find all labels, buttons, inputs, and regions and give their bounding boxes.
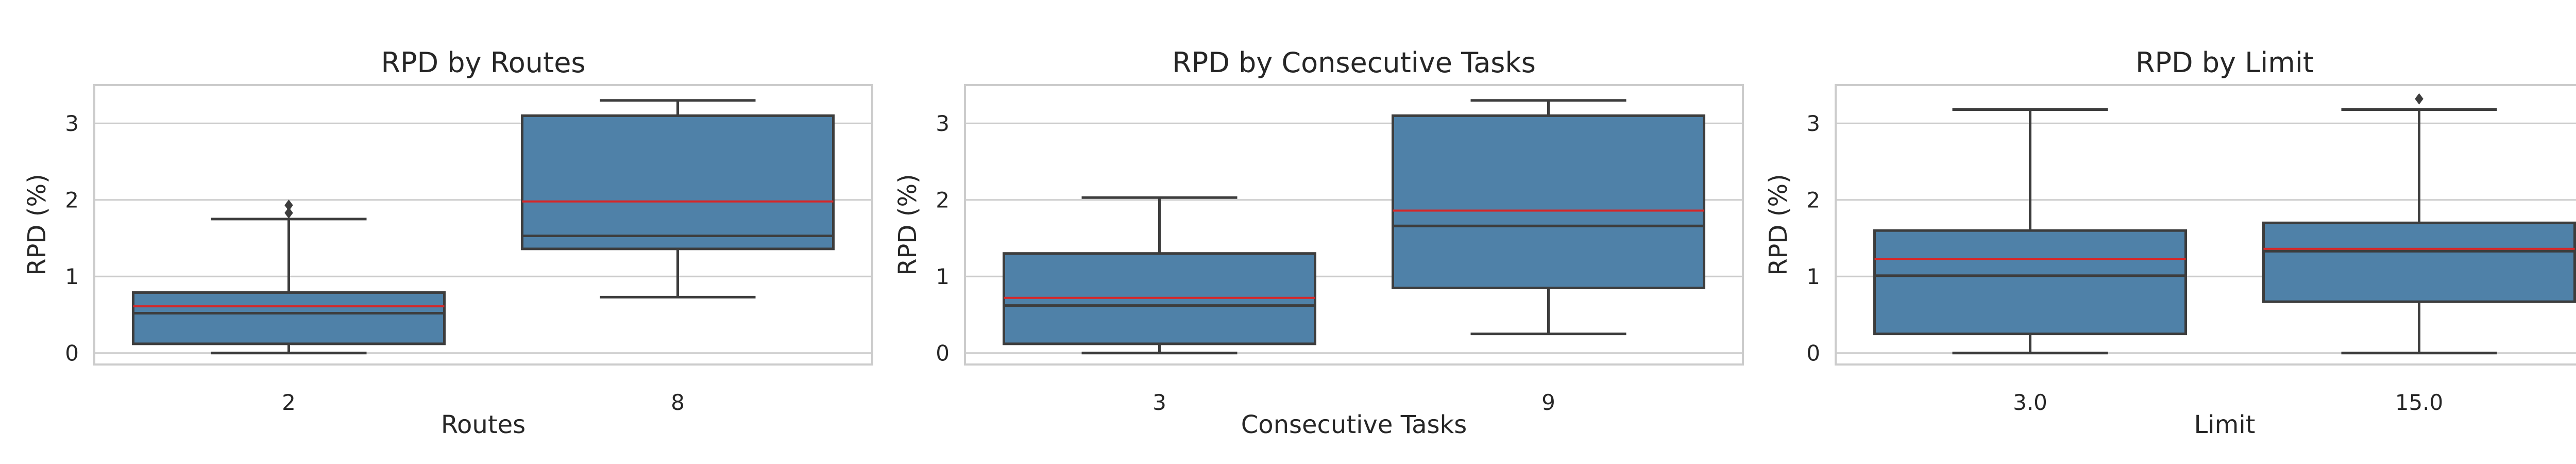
panel-title: RPD by Consecutive Tasks xyxy=(1172,46,1536,79)
iqr-box xyxy=(1873,229,2187,336)
x-axis-label: Limit xyxy=(2194,410,2256,439)
y-tick-label: 3 xyxy=(1806,111,1820,136)
box-2 xyxy=(132,200,446,355)
y-tick-label: 1 xyxy=(65,264,79,289)
y-tick-label: 0 xyxy=(1806,341,1820,366)
panel-title: RPD by Limit xyxy=(2136,46,2314,79)
box-9 xyxy=(1392,99,1705,336)
panel-1: 0 1 2 3 2 8 RPD by Routes Routes RPD (%) xyxy=(23,46,873,439)
outlier-point xyxy=(2415,93,2424,105)
y-tick-label: 0 xyxy=(65,341,79,366)
panel-3: 0 1 2 3 3.0 15.0 RPD by Limit Limit RPD (%) xyxy=(1764,46,2576,439)
y-tick-label: 3 xyxy=(936,111,950,136)
y-tick-label: 1 xyxy=(936,264,950,289)
x-tick-label: 2 xyxy=(282,390,296,415)
y-axis-label: RPD (%) xyxy=(23,174,52,276)
panel-2: 0 1 2 3 3 9 RPD by Consecutive Tasks Consecutiv… xyxy=(893,46,1744,439)
x-tick-label: 9 xyxy=(1541,390,1555,415)
box-3 xyxy=(1003,196,1316,355)
x-axis-label: Routes xyxy=(441,410,526,439)
outlier-point xyxy=(284,207,293,219)
y-tick-label: 3 xyxy=(65,111,79,136)
x-axis-label: Consecutive Tasks xyxy=(1241,410,1467,439)
outlier-point xyxy=(284,200,293,211)
axes-frame xyxy=(1835,84,2576,366)
axes-frame xyxy=(93,84,873,366)
iqr-box xyxy=(132,291,446,345)
x-tick-label: 15.0 xyxy=(2395,390,2444,415)
axes-frame xyxy=(964,84,1744,366)
x-tick-label: 3.0 xyxy=(2013,390,2047,415)
y-axis-label: RPD (%) xyxy=(893,174,922,276)
iqr-box xyxy=(2262,221,2576,303)
iqr-box xyxy=(1392,114,1705,290)
y-axis-label: RPD (%) xyxy=(1764,174,1793,276)
y-tick-label: 2 xyxy=(1806,188,1820,213)
box-15.0 xyxy=(2262,93,2576,355)
y-tick-label: 2 xyxy=(936,188,950,213)
y-tick-label: 0 xyxy=(936,341,950,366)
y-tick-label: 2 xyxy=(65,188,79,213)
x-tick-label: 3 xyxy=(1153,390,1166,415)
iqr-box xyxy=(521,114,835,251)
box-8 xyxy=(521,99,835,299)
box-3.0 xyxy=(1873,108,2187,355)
y-tick-label: 1 xyxy=(1806,264,1820,289)
x-tick-label: 8 xyxy=(671,390,685,415)
panel-title: RPD by Routes xyxy=(381,46,585,79)
